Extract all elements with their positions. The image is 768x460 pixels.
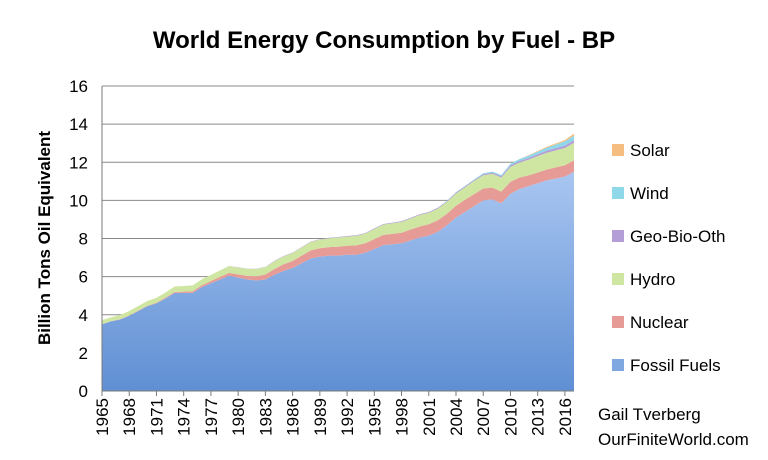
area-fossil-fuels xyxy=(102,171,574,391)
x-tick-label: 1983 xyxy=(256,398,275,436)
x-tick-label: 1989 xyxy=(311,398,330,436)
legend-label: Hydro xyxy=(630,270,675,289)
x-tick-label: 1998 xyxy=(393,398,412,436)
y-tick-labels: 0 2 4 6 8 10 12 14 16 xyxy=(69,77,88,401)
y-tick-label: 16 xyxy=(69,77,88,96)
x-tick-label: 2001 xyxy=(420,398,439,436)
legend-label: Fossil Fuels xyxy=(630,356,721,375)
credit-author: Gail Tverberg xyxy=(598,405,701,424)
x-tick-label: 1968 xyxy=(120,398,139,436)
y-tick-label: 2 xyxy=(79,344,88,363)
x-tick-label: 1974 xyxy=(175,398,194,436)
legend-swatch xyxy=(612,273,624,285)
x-tick-label: 1992 xyxy=(338,398,357,436)
area-series xyxy=(102,133,574,391)
chart-title: World Energy Consumption by Fuel - BP xyxy=(153,27,615,54)
y-axis-label: Billion Tons Oil Equivalent xyxy=(35,131,54,345)
legend: Solar Wind Geo-Bio-Oth Hydro Nuclear Fossil F… xyxy=(612,141,725,375)
y-tick-label: 10 xyxy=(69,191,88,210)
y-tick-label: 12 xyxy=(69,153,88,172)
axes xyxy=(101,86,574,396)
x-tick-label: 1971 xyxy=(147,398,166,436)
x-tick-label: 2010 xyxy=(501,398,520,436)
legend-label: Geo-Bio-Oth xyxy=(630,227,725,246)
legend-swatch xyxy=(612,316,624,328)
area-nuclear xyxy=(102,160,574,325)
x-tick-label: 1995 xyxy=(365,398,384,436)
legend-swatch xyxy=(612,230,624,242)
y-tick-label: 14 xyxy=(69,115,88,134)
y-tick-label: 8 xyxy=(79,230,88,249)
legend-label: Solar xyxy=(630,141,670,160)
x-tick-label: 2016 xyxy=(556,398,575,436)
x-tick-labels: 1965 1968 1971 1974 1977 1980 1983 1986 1989 1992… xyxy=(93,398,575,436)
credit-site: OurFiniteWorld.com xyxy=(598,430,749,449)
x-tick-label: 1980 xyxy=(229,398,248,436)
legend-swatch xyxy=(612,187,624,199)
legend-swatch xyxy=(612,359,624,371)
legend-label: Wind xyxy=(630,184,669,203)
y-tick-label: 0 xyxy=(79,382,88,401)
y-tick-label: 6 xyxy=(79,268,88,287)
x-tick-label: 2007 xyxy=(474,398,493,436)
area-hydro xyxy=(102,142,574,325)
legend-swatch xyxy=(612,144,624,156)
legend-label: Nuclear xyxy=(630,313,689,332)
x-tick-label: 1965 xyxy=(93,398,112,436)
y-tick-label: 4 xyxy=(79,306,88,325)
x-tick-label: 1977 xyxy=(202,398,221,436)
x-tick-label: 1986 xyxy=(284,398,303,436)
x-tick-label: 2004 xyxy=(447,398,466,436)
x-tick-label: 2013 xyxy=(529,398,548,436)
